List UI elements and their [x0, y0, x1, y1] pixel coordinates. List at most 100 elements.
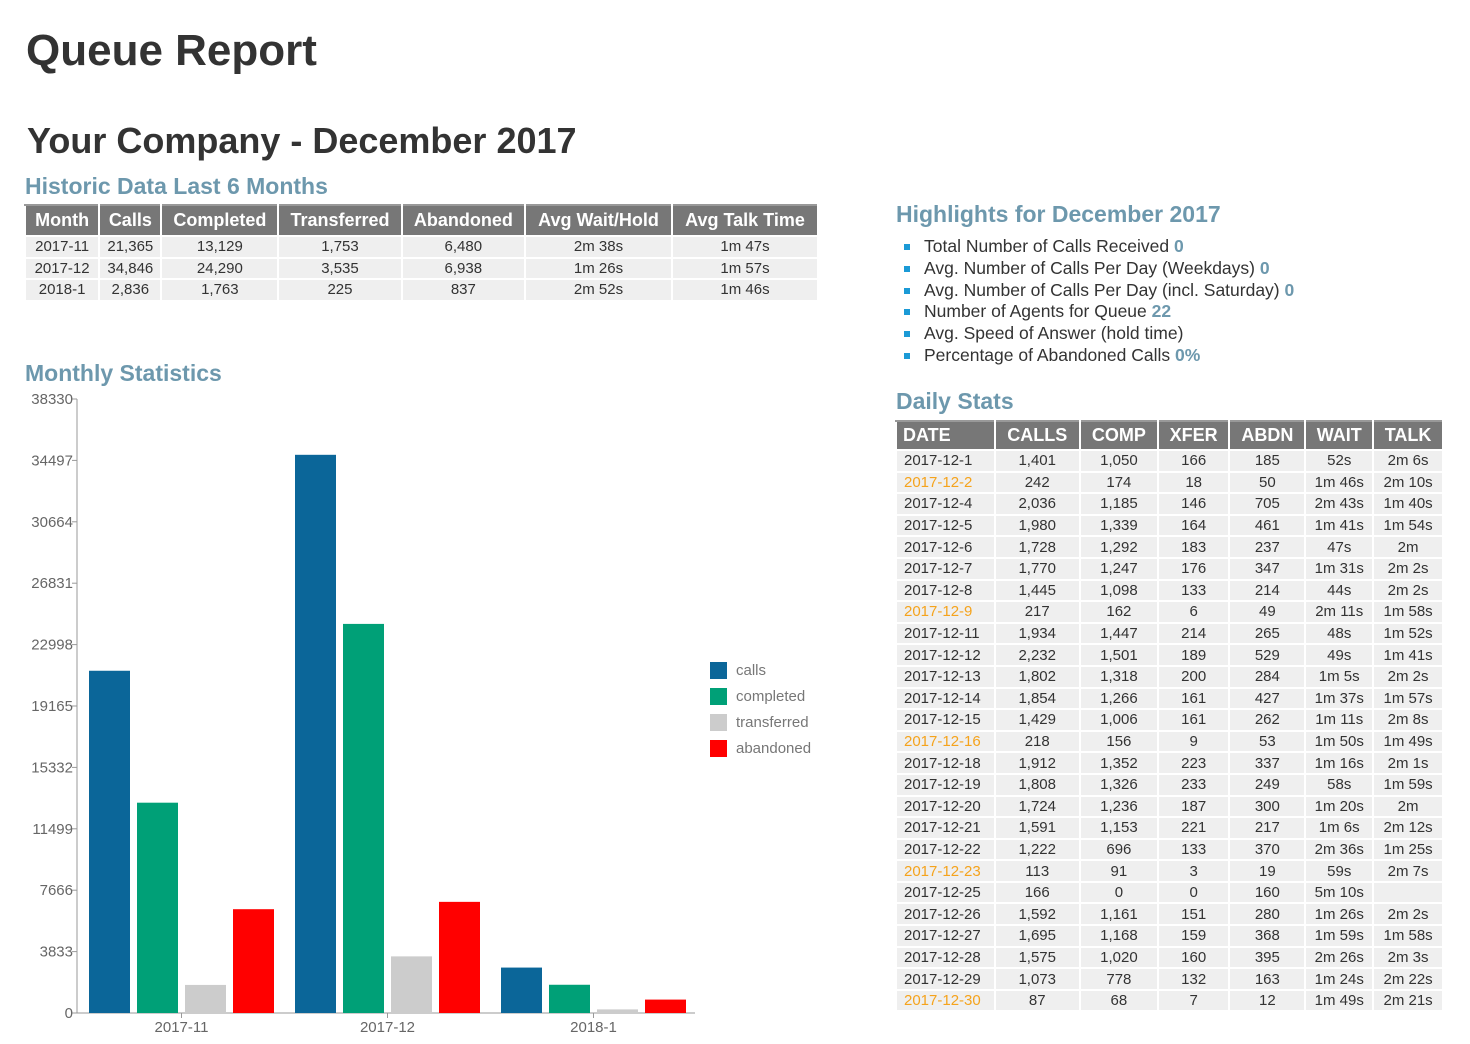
- table-cell: 2m 10s: [1372, 470, 1444, 495]
- bullet-icon: [904, 244, 910, 250]
- y-tick-label: 3833: [40, 944, 73, 961]
- table-row: 2017-12-23 113 91 3 19 59s 2m 7s: [895, 859, 1444, 883]
- table-cell: 2m 22s: [1372, 967, 1444, 991]
- monthly-bar-chart: 0 3833 7666 11499 15332 19165 22998 26831 30664 3…: [31, 391, 695, 1036]
- table-cell: 19: [1228, 859, 1307, 883]
- bar-completed-2018-1: [549, 984, 590, 1013]
- table-row: 2017-11 21,365 13,129 1,753 6,480 2m 38s 1m 47…: [23, 235, 820, 259]
- table-cell: 2m 36s: [1304, 837, 1375, 862]
- date-cell: 2017-12-28: [895, 945, 996, 970]
- table-cell: 2,836: [98, 278, 163, 302]
- table-cell: 166: [1157, 449, 1231, 473]
- table-cell: 174: [1078, 470, 1160, 495]
- highlight-value: 0: [1284, 279, 1295, 300]
- x-tick-label: 2018-1: [570, 1019, 617, 1036]
- bar-completed-2017-11: [137, 802, 178, 1013]
- table-cell: 2m: [1372, 535, 1444, 559]
- y-tick-label: 11499: [32, 821, 73, 838]
- table-cell: 1,326: [1078, 772, 1160, 797]
- table-cell: 1m 40s: [1372, 492, 1444, 516]
- y-tick-label: 0: [65, 1005, 73, 1022]
- table-row: 2018-1 2,836 1,763 225 837 2m 52s 1m 46s: [23, 278, 820, 302]
- table-cell: 183: [1157, 535, 1231, 559]
- highlight-label: Avg. Number of Calls Per Day (incl. Satu…: [924, 279, 1280, 300]
- table-cell: 705: [1228, 492, 1307, 516]
- table-cell: 395: [1228, 945, 1307, 970]
- table-cell: 1m 41s: [1304, 513, 1375, 538]
- highlight-item: Number of Agents for Queue 22: [900, 301, 1294, 323]
- column-header: ABDN: [1228, 420, 1307, 451]
- date-cell: 2017-12-19: [895, 772, 996, 797]
- table-row: 2017-12-6 1,728 1,292 183 237 47s 2m: [895, 535, 1444, 559]
- bar-abandoned-2017-11: [233, 909, 274, 1013]
- table-row: 2017-12-16 218 156 9 53 1m 50s 1m 49s: [895, 729, 1444, 754]
- table-cell: 2017-12: [23, 256, 101, 280]
- column-header: WAIT: [1304, 420, 1375, 451]
- table-cell: 265: [1228, 621, 1307, 646]
- table-cell: 1m 57s: [1372, 686, 1444, 711]
- table-row: 2017-12-4 2,036 1,185 146 705 2m 43s 1m 40s: [895, 492, 1444, 516]
- table-row: 2017-12-18 1,912 1,352 223 337 1m 16s 2m 1s: [895, 751, 1444, 775]
- y-tick-label: 34497: [31, 452, 73, 469]
- table-row: 2017-12-19 1,808 1,326 233 249 58s 1m 59s: [895, 772, 1444, 797]
- table-cell: 280: [1228, 902, 1307, 927]
- bar-transferred-2018-1: [597, 1009, 638, 1013]
- table-row: 2017-12-22 1,222 696 133 370 2m 36s 1m 25s: [895, 837, 1444, 862]
- table-cell: 1,006: [1078, 708, 1160, 732]
- y-tick-label: 38330: [31, 391, 73, 408]
- legend-label: calls: [736, 661, 767, 679]
- column-header: Month: [23, 204, 101, 237]
- table-cell: 1m 52s: [1372, 621, 1444, 646]
- date-cell: 2017-12-8: [895, 578, 996, 603]
- table-cell: 461: [1228, 513, 1307, 538]
- table-cell: 47s: [1304, 535, 1375, 559]
- table-cell: 1,292: [1078, 535, 1160, 559]
- table-cell: 696: [1078, 837, 1160, 862]
- table-cell: 1,161: [1078, 902, 1160, 927]
- table-row: 2017-12-21 1,591 1,153 221 217 1m 6s 2m 12s: [895, 816, 1444, 840]
- legend-item: completed: [710, 683, 811, 709]
- y-tick-label: 26831: [31, 575, 73, 592]
- table-cell: 1,352: [1078, 751, 1160, 775]
- table-cell: 159: [1157, 924, 1231, 948]
- highlight-label: Avg. Number of Calls Per Day (Weekdays): [924, 257, 1255, 278]
- column-header: COMP: [1078, 420, 1160, 451]
- legend-swatch-calls: [710, 661, 727, 679]
- table-row: 2017-12-8 1,445 1,098 133 214 44s 2m 2s: [895, 578, 1444, 603]
- table-row: 2017-12-14 1,854 1,266 161 427 1m 37s 1m 57s: [895, 686, 1444, 711]
- table-cell: 1m 37s: [1304, 686, 1375, 711]
- table-cell: 2m 11s: [1304, 600, 1375, 624]
- table-row: 2017-12-27 1,695 1,168 159 368 1m 59s 1m 58s: [895, 924, 1444, 948]
- table-cell: 2m 12s: [1372, 816, 1444, 840]
- table-row: 2017-12-25 166 0 0 160 5m 10s: [895, 880, 1444, 905]
- highlights-heading: Highlights for December 2017: [896, 201, 1221, 227]
- legend-item: calls: [710, 657, 811, 683]
- highlight-item: Avg. Number of Calls Per Day (incl. Satu…: [900, 280, 1294, 302]
- table-cell: 249: [1228, 772, 1307, 797]
- table-cell: 1,073: [993, 967, 1081, 991]
- table-cell: 9: [1157, 729, 1231, 754]
- table-cell: 176: [1157, 556, 1231, 581]
- table-cell: 151: [1157, 902, 1231, 927]
- bar-calls-2018-1: [501, 967, 542, 1013]
- legend-label: abandoned: [736, 739, 812, 757]
- table-cell: 2m 26s: [1304, 945, 1375, 970]
- table-cell: 1m 57s: [670, 256, 820, 280]
- highlight-value: 22: [1151, 301, 1172, 322]
- table-cell: 223: [1157, 751, 1231, 775]
- table-cell: [1372, 880, 1444, 905]
- table-cell: 6: [1157, 600, 1231, 624]
- table-row: 2017-12-12 2,232 1,501 189 529 49s 1m 41s: [895, 643, 1444, 667]
- table-cell: 1m 46s: [670, 278, 820, 302]
- table-cell: 1m 20s: [1304, 794, 1375, 819]
- table-cell: 0: [1157, 880, 1231, 905]
- table-cell: 1m 58s: [1372, 600, 1444, 624]
- bar-transferred-2017-12: [391, 956, 432, 1013]
- table-cell: 2m 2s: [1372, 902, 1444, 927]
- table-cell: 1m 6s: [1304, 816, 1375, 840]
- table-cell: 133: [1157, 837, 1231, 862]
- table-cell: 778: [1078, 967, 1160, 991]
- table-cell: 1,153: [1078, 816, 1160, 840]
- date-cell: 2017-12-29: [895, 967, 996, 991]
- date-cell: 2017-12-5: [895, 513, 996, 538]
